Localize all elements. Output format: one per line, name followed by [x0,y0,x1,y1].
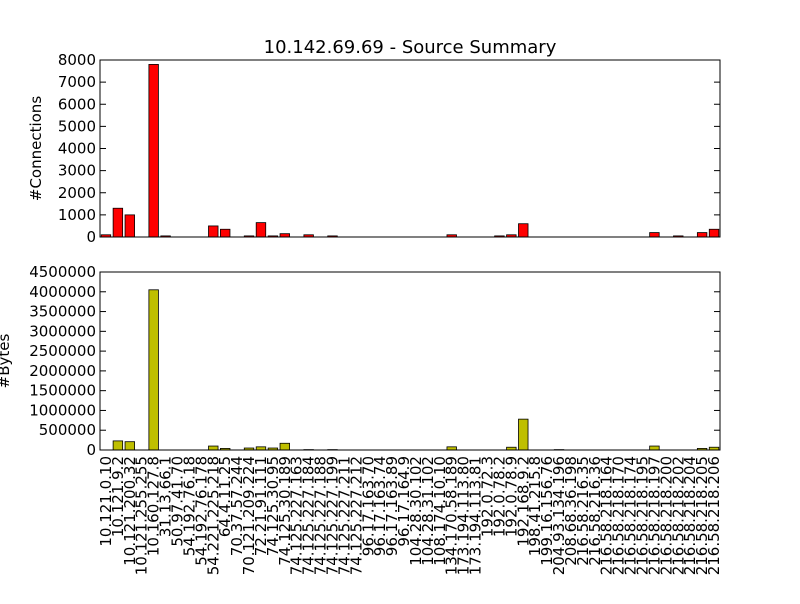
bar [209,226,219,237]
y-tick-label: 1500000 [29,382,96,400]
bar [149,64,159,237]
y-tick-label: 4000000 [29,283,96,301]
bar [519,419,529,450]
bar [280,443,290,450]
y-tick-label: 8000 [58,51,96,69]
bar [209,446,219,450]
y-tick-label: 0 [86,441,96,459]
bar [256,223,266,237]
y-tick-label: 0 [86,228,96,246]
y-tick-label: 2500000 [29,342,96,360]
bar [113,441,123,450]
bar [149,290,159,450]
bar [220,229,230,237]
y-tick-label: 4000 [58,140,96,158]
y-tick-label: 3000 [58,162,96,180]
y-tick-label: 1000 [58,206,96,224]
y-tick-label: 3000000 [29,322,96,340]
y-tick-label: 6000 [58,95,96,113]
bar [519,224,529,237]
bar [697,233,707,237]
y-axis-label: #Bytes [0,333,13,388]
bar [113,208,123,237]
bar [650,446,660,450]
y-tick-label: 1000000 [29,401,96,419]
y-tick-label: 5000 [58,117,96,135]
y-tick-label: 2000 [58,184,96,202]
y-axis-label: #Connections [27,96,45,201]
y-tick-label: 7000 [58,73,96,91]
bar [650,233,660,237]
x-tick-label: 216.58.218.206 [705,456,723,575]
bar [125,215,135,237]
bar [125,442,135,450]
y-tick-label: 3500000 [29,303,96,321]
y-tick-label: 4500000 [29,263,96,281]
y-tick-label: 2000000 [29,362,96,380]
y-tick-label: 500000 [39,421,96,439]
bar [709,229,719,237]
chart-title: 10.142.69.69 - Source Summary [264,37,557,58]
